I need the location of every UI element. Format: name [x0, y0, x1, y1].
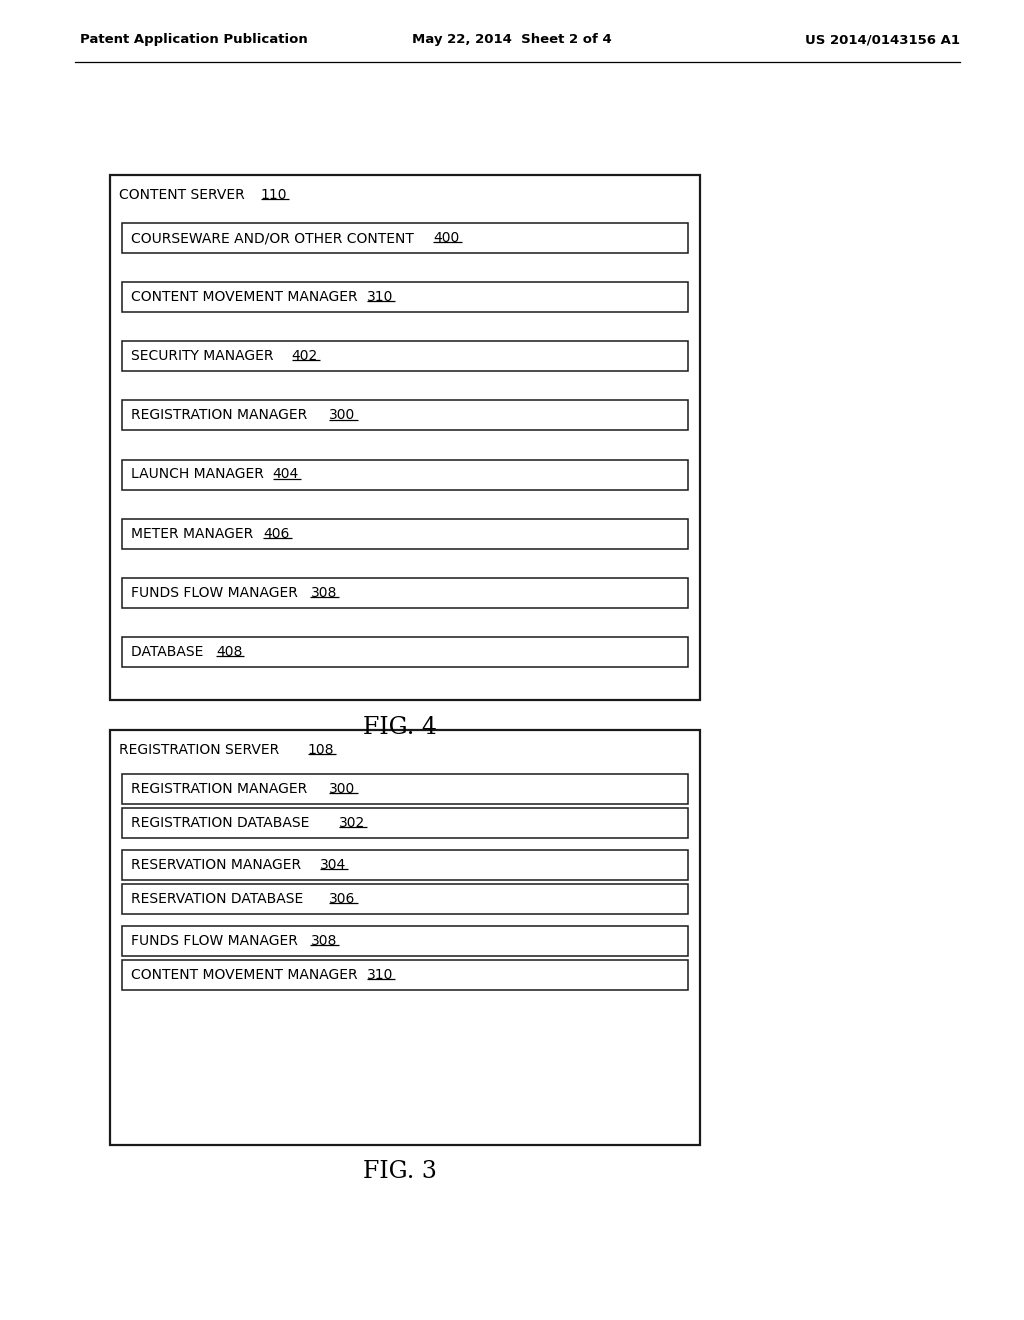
- Text: FIG. 4: FIG. 4: [362, 717, 437, 739]
- Text: US 2014/0143156 A1: US 2014/0143156 A1: [805, 33, 961, 46]
- Text: 300: 300: [330, 408, 355, 422]
- Bar: [122, 927, 688, 956]
- Text: May 22, 2014  Sheet 2 of 4: May 22, 2014 Sheet 2 of 4: [412, 33, 612, 46]
- Text: 308: 308: [310, 586, 337, 599]
- Text: 110: 110: [261, 187, 287, 202]
- Bar: [122, 884, 688, 913]
- Bar: [110, 730, 700, 1144]
- Text: CONTENT SERVER: CONTENT SERVER: [119, 187, 249, 202]
- Bar: [122, 774, 688, 804]
- Bar: [122, 960, 688, 990]
- Text: 300: 300: [330, 781, 355, 796]
- Text: 304: 304: [319, 858, 346, 873]
- Text: 400: 400: [433, 231, 460, 246]
- Text: REGISTRATION MANAGER: REGISTRATION MANAGER: [131, 781, 311, 796]
- Text: 310: 310: [368, 290, 393, 304]
- Text: Patent Application Publication: Patent Application Publication: [80, 33, 308, 46]
- Text: RESERVATION MANAGER: RESERVATION MANAGER: [131, 858, 305, 873]
- Text: REGISTRATION DATABASE: REGISTRATION DATABASE: [131, 816, 313, 830]
- Text: COURSEWARE AND/OR OTHER CONTENT: COURSEWARE AND/OR OTHER CONTENT: [131, 231, 418, 246]
- Text: FUNDS FLOW MANAGER: FUNDS FLOW MANAGER: [131, 586, 302, 599]
- Bar: [122, 459, 688, 490]
- Text: 404: 404: [272, 467, 299, 482]
- Text: SECURITY MANAGER: SECURITY MANAGER: [131, 350, 278, 363]
- Text: 402: 402: [292, 350, 317, 363]
- Bar: [122, 342, 688, 371]
- Text: 302: 302: [339, 816, 365, 830]
- Text: FUNDS FLOW MANAGER: FUNDS FLOW MANAGER: [131, 935, 302, 948]
- Text: METER MANAGER: METER MANAGER: [131, 527, 258, 541]
- Bar: [122, 850, 688, 880]
- Bar: [122, 808, 688, 838]
- Bar: [122, 223, 688, 253]
- Text: 108: 108: [308, 743, 335, 756]
- Text: FIG. 3: FIG. 3: [364, 1160, 437, 1184]
- Text: REGISTRATION SERVER: REGISTRATION SERVER: [119, 743, 284, 756]
- Text: 408: 408: [216, 645, 243, 659]
- Bar: [122, 282, 688, 312]
- Text: 310: 310: [368, 968, 393, 982]
- Bar: [122, 519, 688, 549]
- Text: RESERVATION DATABASE: RESERVATION DATABASE: [131, 892, 307, 906]
- Text: 308: 308: [310, 935, 337, 948]
- Text: 406: 406: [263, 527, 290, 541]
- Text: LAUNCH MANAGER: LAUNCH MANAGER: [131, 467, 268, 482]
- Bar: [122, 636, 688, 667]
- Text: CONTENT MOVEMENT MANAGER: CONTENT MOVEMENT MANAGER: [131, 290, 362, 304]
- Bar: [122, 400, 688, 430]
- Text: DATABASE: DATABASE: [131, 645, 208, 659]
- Text: REGISTRATION MANAGER: REGISTRATION MANAGER: [131, 408, 311, 422]
- Text: CONTENT MOVEMENT MANAGER: CONTENT MOVEMENT MANAGER: [131, 968, 362, 982]
- Text: 306: 306: [330, 892, 355, 906]
- Bar: [110, 176, 700, 700]
- Bar: [122, 578, 688, 607]
